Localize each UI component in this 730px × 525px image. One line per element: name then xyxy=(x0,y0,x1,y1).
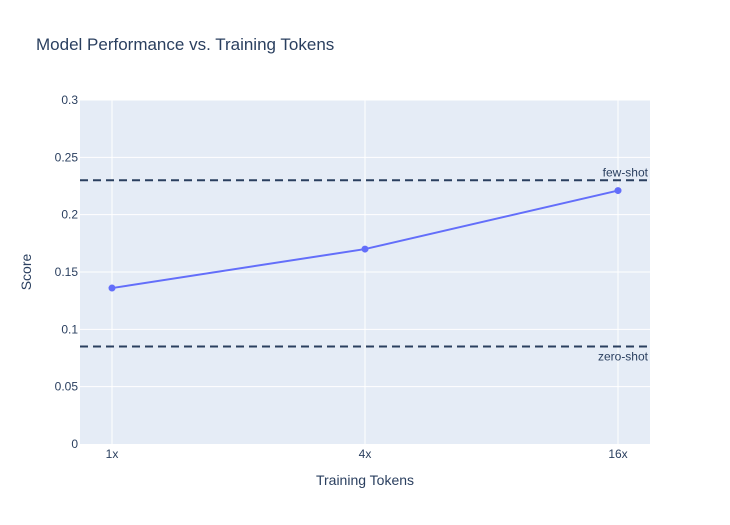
y-tick-label: 0.05 xyxy=(55,380,79,394)
x-tick-label: 16x xyxy=(608,447,627,461)
reference-line-label: few-shot xyxy=(603,165,649,179)
y-tick-label: 0.15 xyxy=(55,265,79,279)
data-point xyxy=(614,187,622,195)
x-axis-title: Training Tokens xyxy=(316,472,414,488)
y-tick-labels: 0 0.05 0.1 0.15 0.2 0.25 0.3 xyxy=(55,93,79,451)
y-tick-label: 0 xyxy=(71,437,78,451)
data-point xyxy=(108,284,116,292)
y-tick-label: 0.25 xyxy=(55,150,79,164)
y-tick-label: 0.3 xyxy=(61,93,78,107)
reference-lines: few-shot zero-shot xyxy=(80,165,650,364)
y-axis-title: Score xyxy=(18,254,34,291)
x-tick-label: 4x xyxy=(359,447,372,461)
series-layer xyxy=(108,187,622,292)
x-tick-label: 1x xyxy=(106,447,119,461)
x-tick-labels: 1x 4x 16x xyxy=(106,447,628,461)
grid-layer xyxy=(80,99,650,444)
chart-title: Model Performance vs. Training Tokens xyxy=(36,35,334,54)
reference-line-label: zero-shot xyxy=(598,350,649,364)
y-tick-label: 0.2 xyxy=(61,208,78,222)
data-point xyxy=(361,245,369,253)
y-tick-label: 0.1 xyxy=(61,322,78,336)
